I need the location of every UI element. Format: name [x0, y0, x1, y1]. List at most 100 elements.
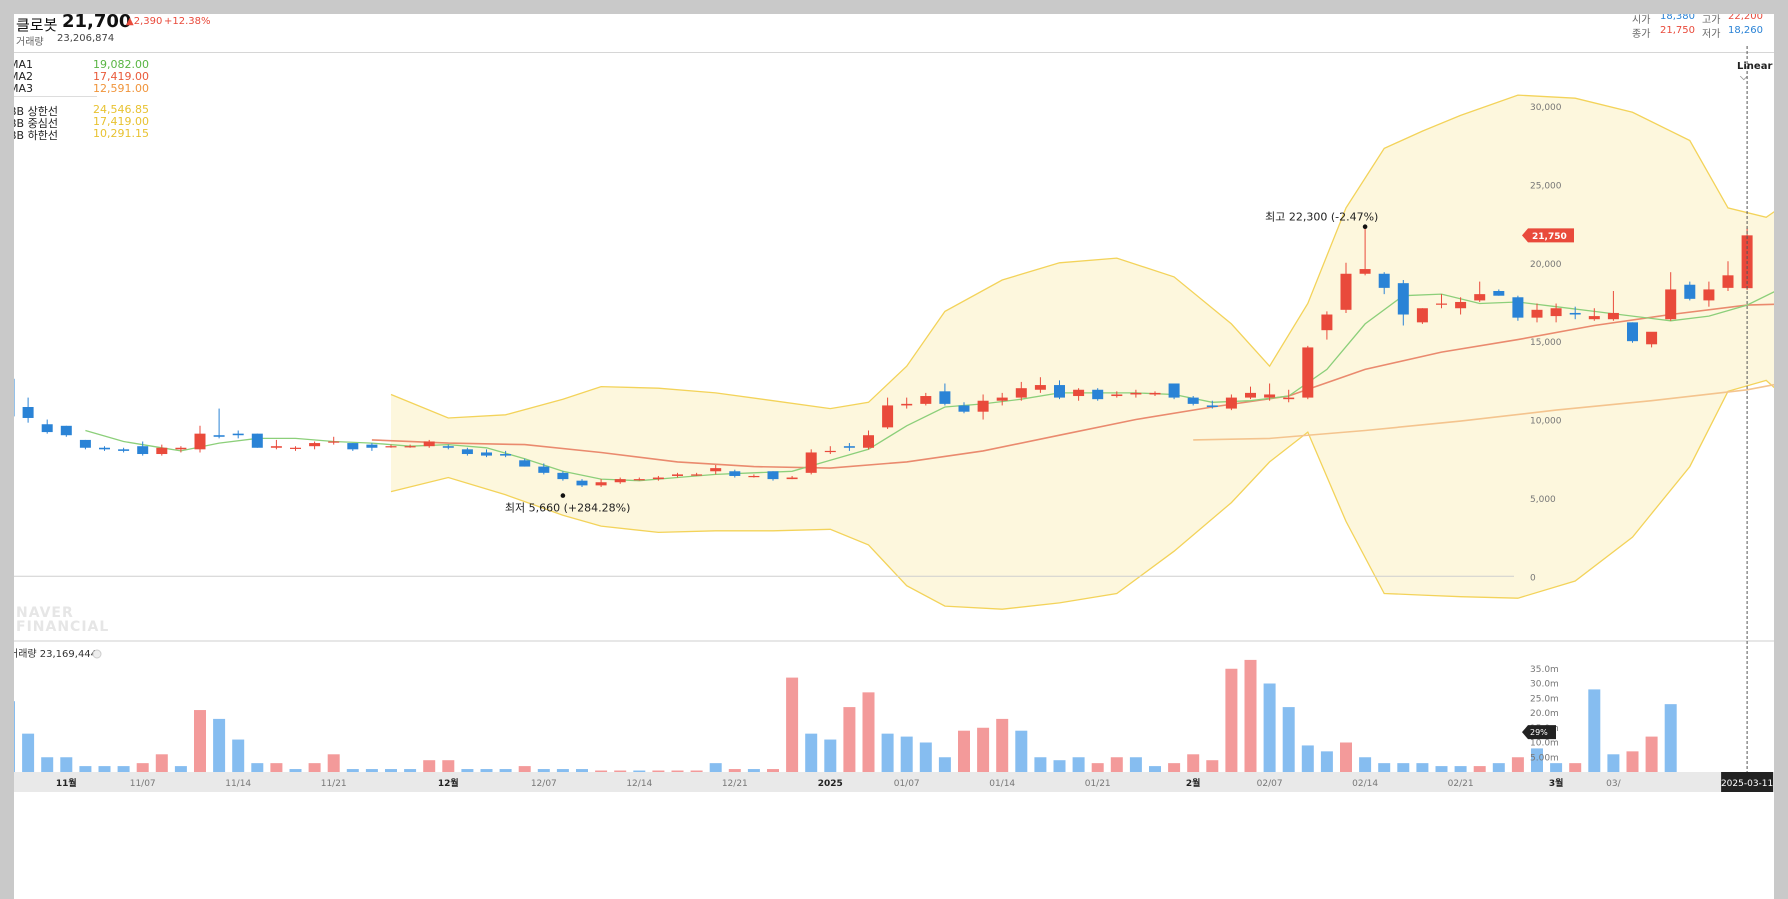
volume-bar — [308, 763, 321, 772]
ma3-line — [1193, 383, 1774, 441]
chevron-down-icon: ⌵ — [1740, 72, 1748, 83]
candle — [1359, 226, 1371, 276]
scale-toggle-label: Linear — [1737, 61, 1773, 72]
candle — [939, 383, 951, 406]
cursor-date-tag — [1721, 772, 1774, 792]
indicator-name: BB 하한선 — [14, 129, 58, 142]
indicator-value: 19,082.00 — [93, 58, 149, 71]
candle-body — [232, 433, 244, 436]
bb-lower-line — [390, 379, 1774, 610]
candle-body — [1493, 291, 1505, 296]
candle-body — [1206, 405, 1218, 407]
candle-body — [1684, 284, 1696, 299]
candle — [14, 378, 15, 417]
candle-body — [767, 471, 779, 480]
candle-body — [1054, 385, 1065, 398]
candle-body — [614, 479, 626, 483]
indicator-row: BB 중심선 17,419.00 — [14, 115, 149, 130]
candle-body — [14, 378, 15, 417]
candle-body — [1531, 309, 1543, 318]
candle-body — [1512, 297, 1524, 318]
high-annotation-label: 최고 22,300 (-2.47%) — [1265, 211, 1378, 224]
candle-body — [1015, 388, 1027, 398]
volume-bar — [442, 760, 455, 772]
candle — [1015, 381, 1027, 401]
volume-bar — [1511, 757, 1524, 772]
candle — [1397, 280, 1409, 326]
candle-body — [1359, 269, 1371, 274]
volume-bar — [1416, 763, 1429, 772]
volume-bar — [747, 769, 760, 772]
indicator-divider — [14, 96, 97, 97]
volume-tick-label: 35.0m — [1530, 665, 1559, 675]
scale-toggle-button[interactable]: Linear ⌵ — [1737, 61, 1774, 83]
y-axis: 30,000 25,000 20,000 15,000 10,000 5,000 0 — [1530, 103, 1562, 583]
volume-bar — [1244, 659, 1257, 772]
volume-bar — [1015, 730, 1028, 772]
volume-bar — [14, 701, 15, 772]
volume-bar — [289, 769, 302, 772]
x-tick-label: 11/07 — [130, 779, 156, 789]
candle-body — [576, 480, 588, 486]
candle-body — [557, 472, 569, 480]
high-label: 고가 — [1702, 15, 1721, 26]
open-label: 시가 — [1632, 15, 1651, 26]
candle — [1378, 272, 1390, 295]
candle — [251, 433, 263, 448]
candle — [1684, 281, 1696, 301]
candle — [786, 475, 798, 480]
volume-last-tag-label: 29% — [1530, 728, 1548, 737]
low-value: 18,260 — [1728, 25, 1763, 36]
candle — [41, 419, 53, 434]
x-tick-label: 12월 — [438, 777, 459, 789]
x-tick-label: 3월 — [1549, 777, 1564, 789]
candle-body — [79, 439, 91, 448]
indicator-name: BB 중심선 — [14, 117, 58, 130]
volume-bar — [900, 736, 913, 772]
candle — [404, 444, 416, 448]
candle — [977, 394, 989, 420]
volume-bar — [1607, 754, 1620, 772]
candle — [423, 439, 435, 448]
volume-bar — [576, 769, 588, 772]
candle-body — [633, 479, 645, 481]
indicator-name: BB 상한선 — [14, 105, 58, 118]
indicator-row: MA1 19,082.00 — [14, 58, 149, 72]
x-tick-label: 11월 — [56, 777, 77, 789]
candle — [270, 439, 282, 450]
candle — [595, 479, 607, 487]
chart-window: 클로봇 21,700 ▲2,390 +12.38% 거래량 23,206,874… — [14, 14, 1774, 899]
volume-bar — [958, 730, 970, 772]
candle-body — [672, 474, 683, 476]
candle — [843, 443, 855, 451]
candle — [1436, 294, 1447, 309]
x-tick-label: 02/21 — [1448, 779, 1474, 789]
indicator-name: MA3 — [14, 82, 34, 95]
candle-body — [786, 477, 798, 480]
candle-body — [996, 397, 1008, 401]
volume-bar — [1550, 763, 1563, 772]
candle-body — [41, 424, 53, 433]
candle-body — [1302, 347, 1314, 398]
volume-tick-label: 20.0m — [1530, 709, 1559, 719]
high-value: 22,200 — [1728, 14, 1763, 22]
volume-tick-label: 10.0m — [1530, 739, 1559, 749]
indicator-value: 24,546.85 — [93, 103, 149, 116]
volume-bar — [671, 770, 684, 772]
candle-body — [1550, 308, 1562, 317]
price-chart[interactable]: 최고 22,300 (-2.47%) 최저 5,660 (+284.28%) 30,… — [14, 14, 1774, 899]
candle-body — [156, 447, 168, 455]
candle-body — [309, 443, 321, 447]
low-annotation-label: 최저 5,660 (+284.28%) — [505, 502, 630, 515]
candle-body — [882, 405, 894, 428]
candle — [366, 443, 378, 451]
volume-bar — [1225, 668, 1238, 772]
volume-bar — [232, 739, 245, 772]
candle-body — [137, 446, 149, 455]
y-tick-label: 10,000 — [1530, 417, 1562, 427]
candle-body — [863, 435, 874, 448]
candle-body — [1149, 392, 1161, 395]
volume-bar — [537, 769, 550, 772]
indicator-value: 17,419.00 — [93, 70, 149, 83]
candle — [1168, 383, 1180, 400]
